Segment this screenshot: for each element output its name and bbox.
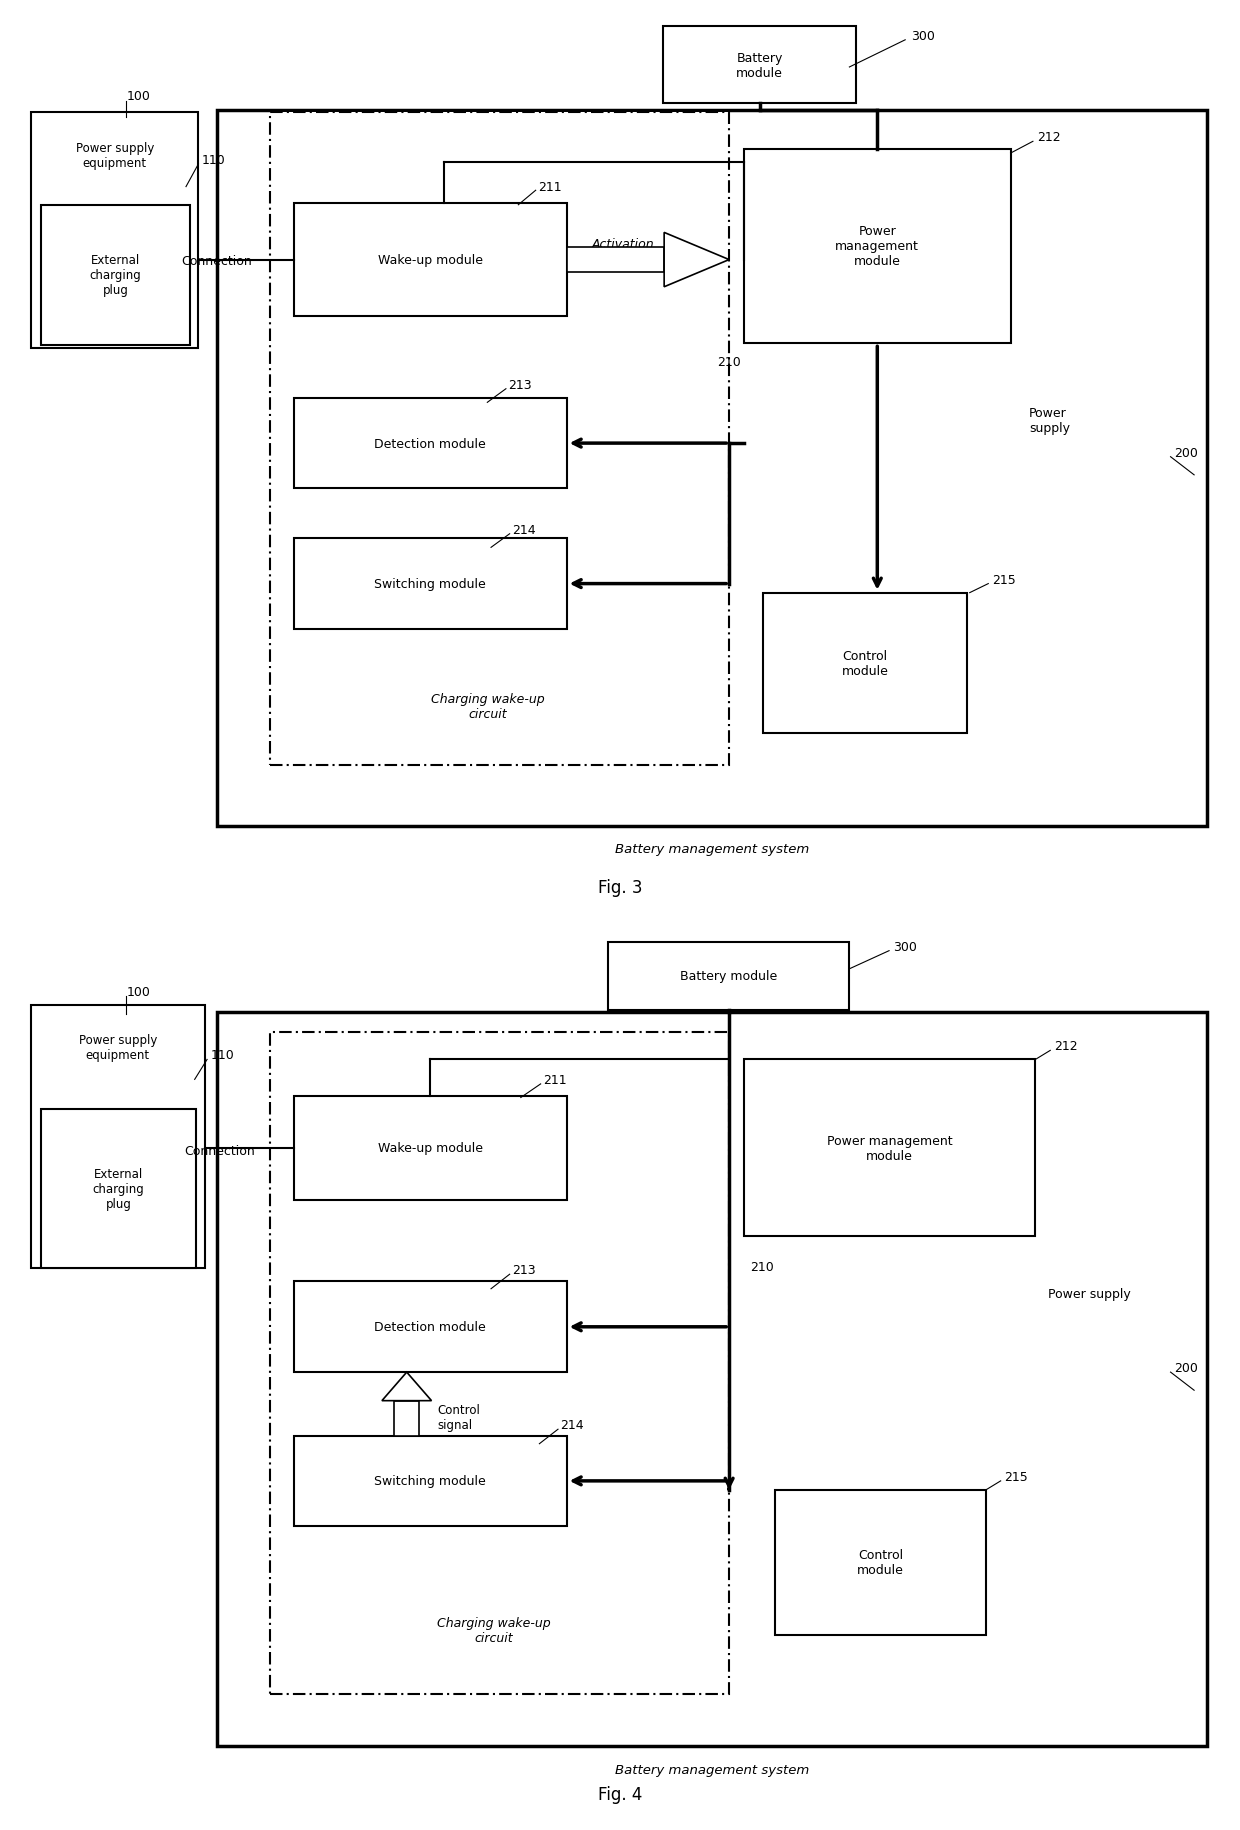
Text: Battery management system: Battery management system <box>615 1762 808 1775</box>
FancyBboxPatch shape <box>775 1490 986 1634</box>
Text: Battery module: Battery module <box>680 970 777 983</box>
Text: 213: 213 <box>508 379 532 392</box>
Text: 211: 211 <box>538 181 562 194</box>
Text: Power management
module: Power management module <box>827 1135 952 1162</box>
FancyBboxPatch shape <box>31 1005 205 1268</box>
FancyBboxPatch shape <box>217 110 1207 825</box>
Text: 200: 200 <box>1174 1362 1198 1374</box>
Text: Fig. 3: Fig. 3 <box>598 878 642 897</box>
Text: External
charging
plug: External charging plug <box>89 254 141 296</box>
Text: Power
supply: Power supply <box>1029 408 1070 436</box>
FancyBboxPatch shape <box>294 203 567 317</box>
FancyBboxPatch shape <box>270 113 729 765</box>
Text: Control
module: Control module <box>857 1548 904 1577</box>
Text: Charging wake-up
circuit: Charging wake-up circuit <box>436 1616 551 1645</box>
Text: Fig. 4: Fig. 4 <box>598 1784 642 1803</box>
Text: Detection module: Detection module <box>374 437 486 450</box>
Text: Charging wake-up
circuit: Charging wake-up circuit <box>430 692 544 721</box>
FancyBboxPatch shape <box>41 1109 196 1268</box>
Text: Wake-up module: Wake-up module <box>378 1142 482 1155</box>
Text: Control
module: Control module <box>842 650 888 677</box>
Text: 100: 100 <box>126 90 150 104</box>
Text: 214: 214 <box>560 1418 584 1431</box>
FancyBboxPatch shape <box>41 205 190 346</box>
FancyBboxPatch shape <box>567 249 665 273</box>
Text: Control
signal: Control signal <box>438 1404 481 1431</box>
FancyBboxPatch shape <box>763 593 967 734</box>
Text: Switching module: Switching module <box>374 578 486 591</box>
Text: 215: 215 <box>1004 1469 1028 1482</box>
Text: Power supply
equipment: Power supply equipment <box>76 141 154 170</box>
Text: Power supply
equipment: Power supply equipment <box>78 1034 157 1061</box>
FancyBboxPatch shape <box>294 1281 567 1372</box>
Text: Switching module: Switching module <box>374 1475 486 1488</box>
FancyBboxPatch shape <box>663 27 856 104</box>
Polygon shape <box>665 232 729 287</box>
FancyBboxPatch shape <box>744 1060 1035 1237</box>
Text: Connection: Connection <box>181 254 252 267</box>
FancyBboxPatch shape <box>608 942 849 1010</box>
FancyBboxPatch shape <box>31 113 198 350</box>
Text: External
charging
plug: External charging plug <box>93 1168 144 1210</box>
Text: 213: 213 <box>512 1263 536 1277</box>
FancyBboxPatch shape <box>294 1437 567 1526</box>
Text: 215: 215 <box>992 573 1016 586</box>
Text: 200: 200 <box>1174 447 1198 459</box>
Text: Power
management
module: Power management module <box>836 225 919 269</box>
Polygon shape <box>382 1372 432 1402</box>
FancyBboxPatch shape <box>294 1096 567 1200</box>
FancyBboxPatch shape <box>294 399 567 489</box>
Text: Battery
module: Battery module <box>737 51 782 81</box>
Text: Battery management system: Battery management system <box>615 842 808 855</box>
Text: 214: 214 <box>512 523 536 536</box>
FancyBboxPatch shape <box>294 540 567 630</box>
Text: 110: 110 <box>211 1049 234 1061</box>
Text: 212: 212 <box>1054 1039 1078 1052</box>
Text: 212: 212 <box>1037 132 1060 145</box>
FancyBboxPatch shape <box>217 1012 1207 1746</box>
Text: Wake-up module: Wake-up module <box>378 254 482 267</box>
Text: 110: 110 <box>202 154 226 167</box>
Text: 300: 300 <box>893 941 916 953</box>
Text: 211: 211 <box>543 1072 567 1087</box>
Text: 210: 210 <box>750 1259 774 1274</box>
Text: 300: 300 <box>911 29 935 42</box>
FancyBboxPatch shape <box>270 1032 729 1695</box>
Text: Power supply: Power supply <box>1048 1286 1131 1299</box>
Text: 100: 100 <box>126 985 150 999</box>
Text: Activation: Activation <box>591 238 655 251</box>
Text: Detection module: Detection module <box>374 1321 486 1334</box>
Text: Connection: Connection <box>185 1144 255 1157</box>
FancyBboxPatch shape <box>744 150 1011 344</box>
FancyBboxPatch shape <box>394 1402 419 1437</box>
Text: 210: 210 <box>717 355 740 370</box>
